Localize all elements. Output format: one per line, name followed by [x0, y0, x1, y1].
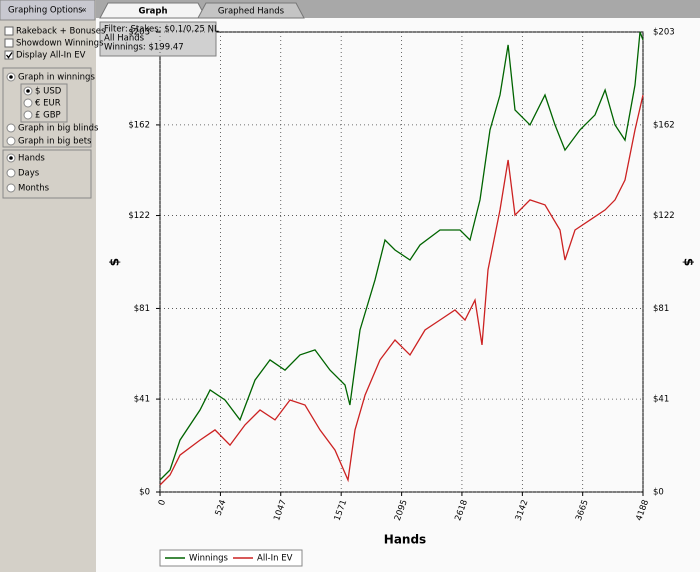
checkbox[interactable] [4, 26, 14, 36]
y-tick-label: $162 [128, 120, 150, 130]
checkbox-label[interactable]: Rakeback + Bonuses [16, 27, 106, 37]
radio-label[interactable]: € EUR [35, 99, 61, 109]
y2-tick-label: $0 [653, 488, 664, 498]
radio-label[interactable]: £ GBP [35, 111, 61, 121]
sidebar-header [0, 0, 96, 21]
radio-label[interactable]: Days [18, 169, 40, 179]
legend [159, 549, 303, 567]
y-tick-label: $0 [139, 488, 150, 498]
radio-button[interactable] [6, 168, 16, 178]
y2-tick-label: $162 [653, 120, 675, 130]
y2-axis-title: $ [682, 258, 696, 266]
radio-label[interactable]: Months [18, 184, 50, 194]
radio-dot [9, 156, 13, 160]
radio-label[interactable]: Graph in big bets [18, 137, 92, 147]
tab[interactable] [99, 2, 207, 19]
legend-label: Winnings [189, 554, 228, 564]
checkbox[interactable] [4, 50, 14, 60]
y-tick-label: $81 [134, 304, 150, 314]
radio-label[interactable]: Graph in big blinds [18, 124, 99, 134]
radio-label[interactable]: Graph in winnings [18, 73, 95, 83]
sidebar [0, 0, 95, 572]
unit-group [2, 67, 92, 148]
tab[interactable] [197, 2, 305, 19]
filter-text: Filter: Stakes: $0.1/0.25 NL [104, 25, 219, 35]
x-tick-label: 0 [157, 498, 168, 507]
radio-button[interactable] [6, 183, 16, 193]
radio-button[interactable] [23, 98, 33, 108]
radio-label[interactable]: Hands [18, 154, 45, 164]
radio-button[interactable] [6, 136, 16, 146]
collapse-button[interactable]: « [81, 6, 86, 16]
y2-tick-label: $41 [653, 395, 669, 405]
x-axis-title: Hands [384, 533, 426, 547]
y-tick-label: $41 [134, 395, 150, 405]
y-axis-title: $ [108, 258, 122, 266]
filter-text: All Hands [104, 34, 145, 44]
tab-label[interactable]: Graphed Hands [218, 7, 285, 17]
series-line [159, 31, 644, 481]
radio-button[interactable] [6, 123, 16, 133]
series-line [159, 94, 644, 486]
y2-tick-label: $203 [653, 28, 675, 38]
checkbox-label[interactable]: Showdown Winnings [16, 39, 104, 49]
tab-label[interactable]: Graph [138, 7, 167, 17]
radio-label[interactable]: $ USD [35, 87, 62, 97]
legend-label: All-In EV [257, 554, 293, 564]
check-mark [5, 52, 13, 59]
radio-dot [9, 75, 13, 79]
currency-group [20, 83, 68, 123]
y2-tick-label: $81 [653, 304, 669, 314]
filter-box [99, 21, 217, 57]
period-group [2, 149, 92, 199]
y2-tick-label: $122 [653, 211, 675, 221]
filter-text: Winnings: $199.47 [104, 43, 184, 53]
radio-dot [26, 89, 30, 93]
checkbox-label[interactable]: Display All-In EV [16, 51, 86, 61]
graph-area [96, 18, 700, 572]
radio-button[interactable] [23, 110, 33, 120]
checkbox[interactable] [4, 38, 14, 48]
sidebar-title: Graphing Options [8, 6, 83, 16]
y-tick-label: $122 [128, 211, 150, 221]
y-tick-label: $203 [128, 28, 150, 38]
